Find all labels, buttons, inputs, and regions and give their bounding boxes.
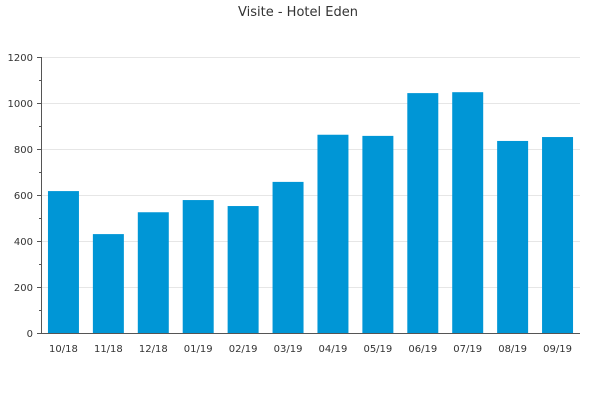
bar [317, 134, 349, 333]
bar [407, 93, 439, 333]
x-tick-label: 07/19 [453, 344, 482, 355]
bar [182, 200, 214, 333]
x-tick-label: 05/19 [363, 344, 392, 355]
x-tick-label: 06/19 [408, 344, 437, 355]
bar [497, 140, 529, 333]
x-tick-label: 10/18 [49, 344, 78, 355]
y-tick-label: 600 [14, 191, 33, 202]
bar [452, 92, 484, 333]
bar [542, 137, 574, 333]
x-tick-label: 08/19 [498, 344, 527, 355]
bar [272, 181, 304, 333]
y-tick-label: 400 [14, 237, 33, 248]
x-tick-label: 09/19 [543, 344, 572, 355]
bar [227, 206, 259, 333]
y-axis-ticks: 0 200 400 600 800 1000 1200 [8, 53, 41, 340]
bar [362, 135, 394, 333]
y-tick-label: 200 [14, 283, 33, 294]
x-tick-label: 02/19 [229, 344, 258, 355]
x-tick-label: 01/19 [184, 344, 213, 355]
y-tick-label: 800 [14, 145, 33, 156]
x-tick-label: 04/19 [319, 344, 348, 355]
x-axis-ticks: 10/18 11/18 12/18 01/19 02/19 03/19 04/19 05/19… [49, 344, 572, 355]
y-tick-label: 1000 [8, 99, 33, 110]
axes [41, 57, 580, 334]
x-tick-label: 11/18 [94, 344, 123, 355]
x-tick-label: 12/18 [139, 344, 168, 355]
bar [92, 234, 124, 333]
grid-lines [41, 57, 580, 288]
chart-title: Visite - Hotel Eden [238, 5, 358, 20]
bars [47, 92, 574, 333]
y-tick-label: 0 [27, 329, 33, 340]
bar [47, 191, 79, 333]
bar [137, 212, 169, 333]
y-tick-label: 1200 [8, 53, 33, 64]
x-tick-label: 03/19 [274, 344, 303, 355]
